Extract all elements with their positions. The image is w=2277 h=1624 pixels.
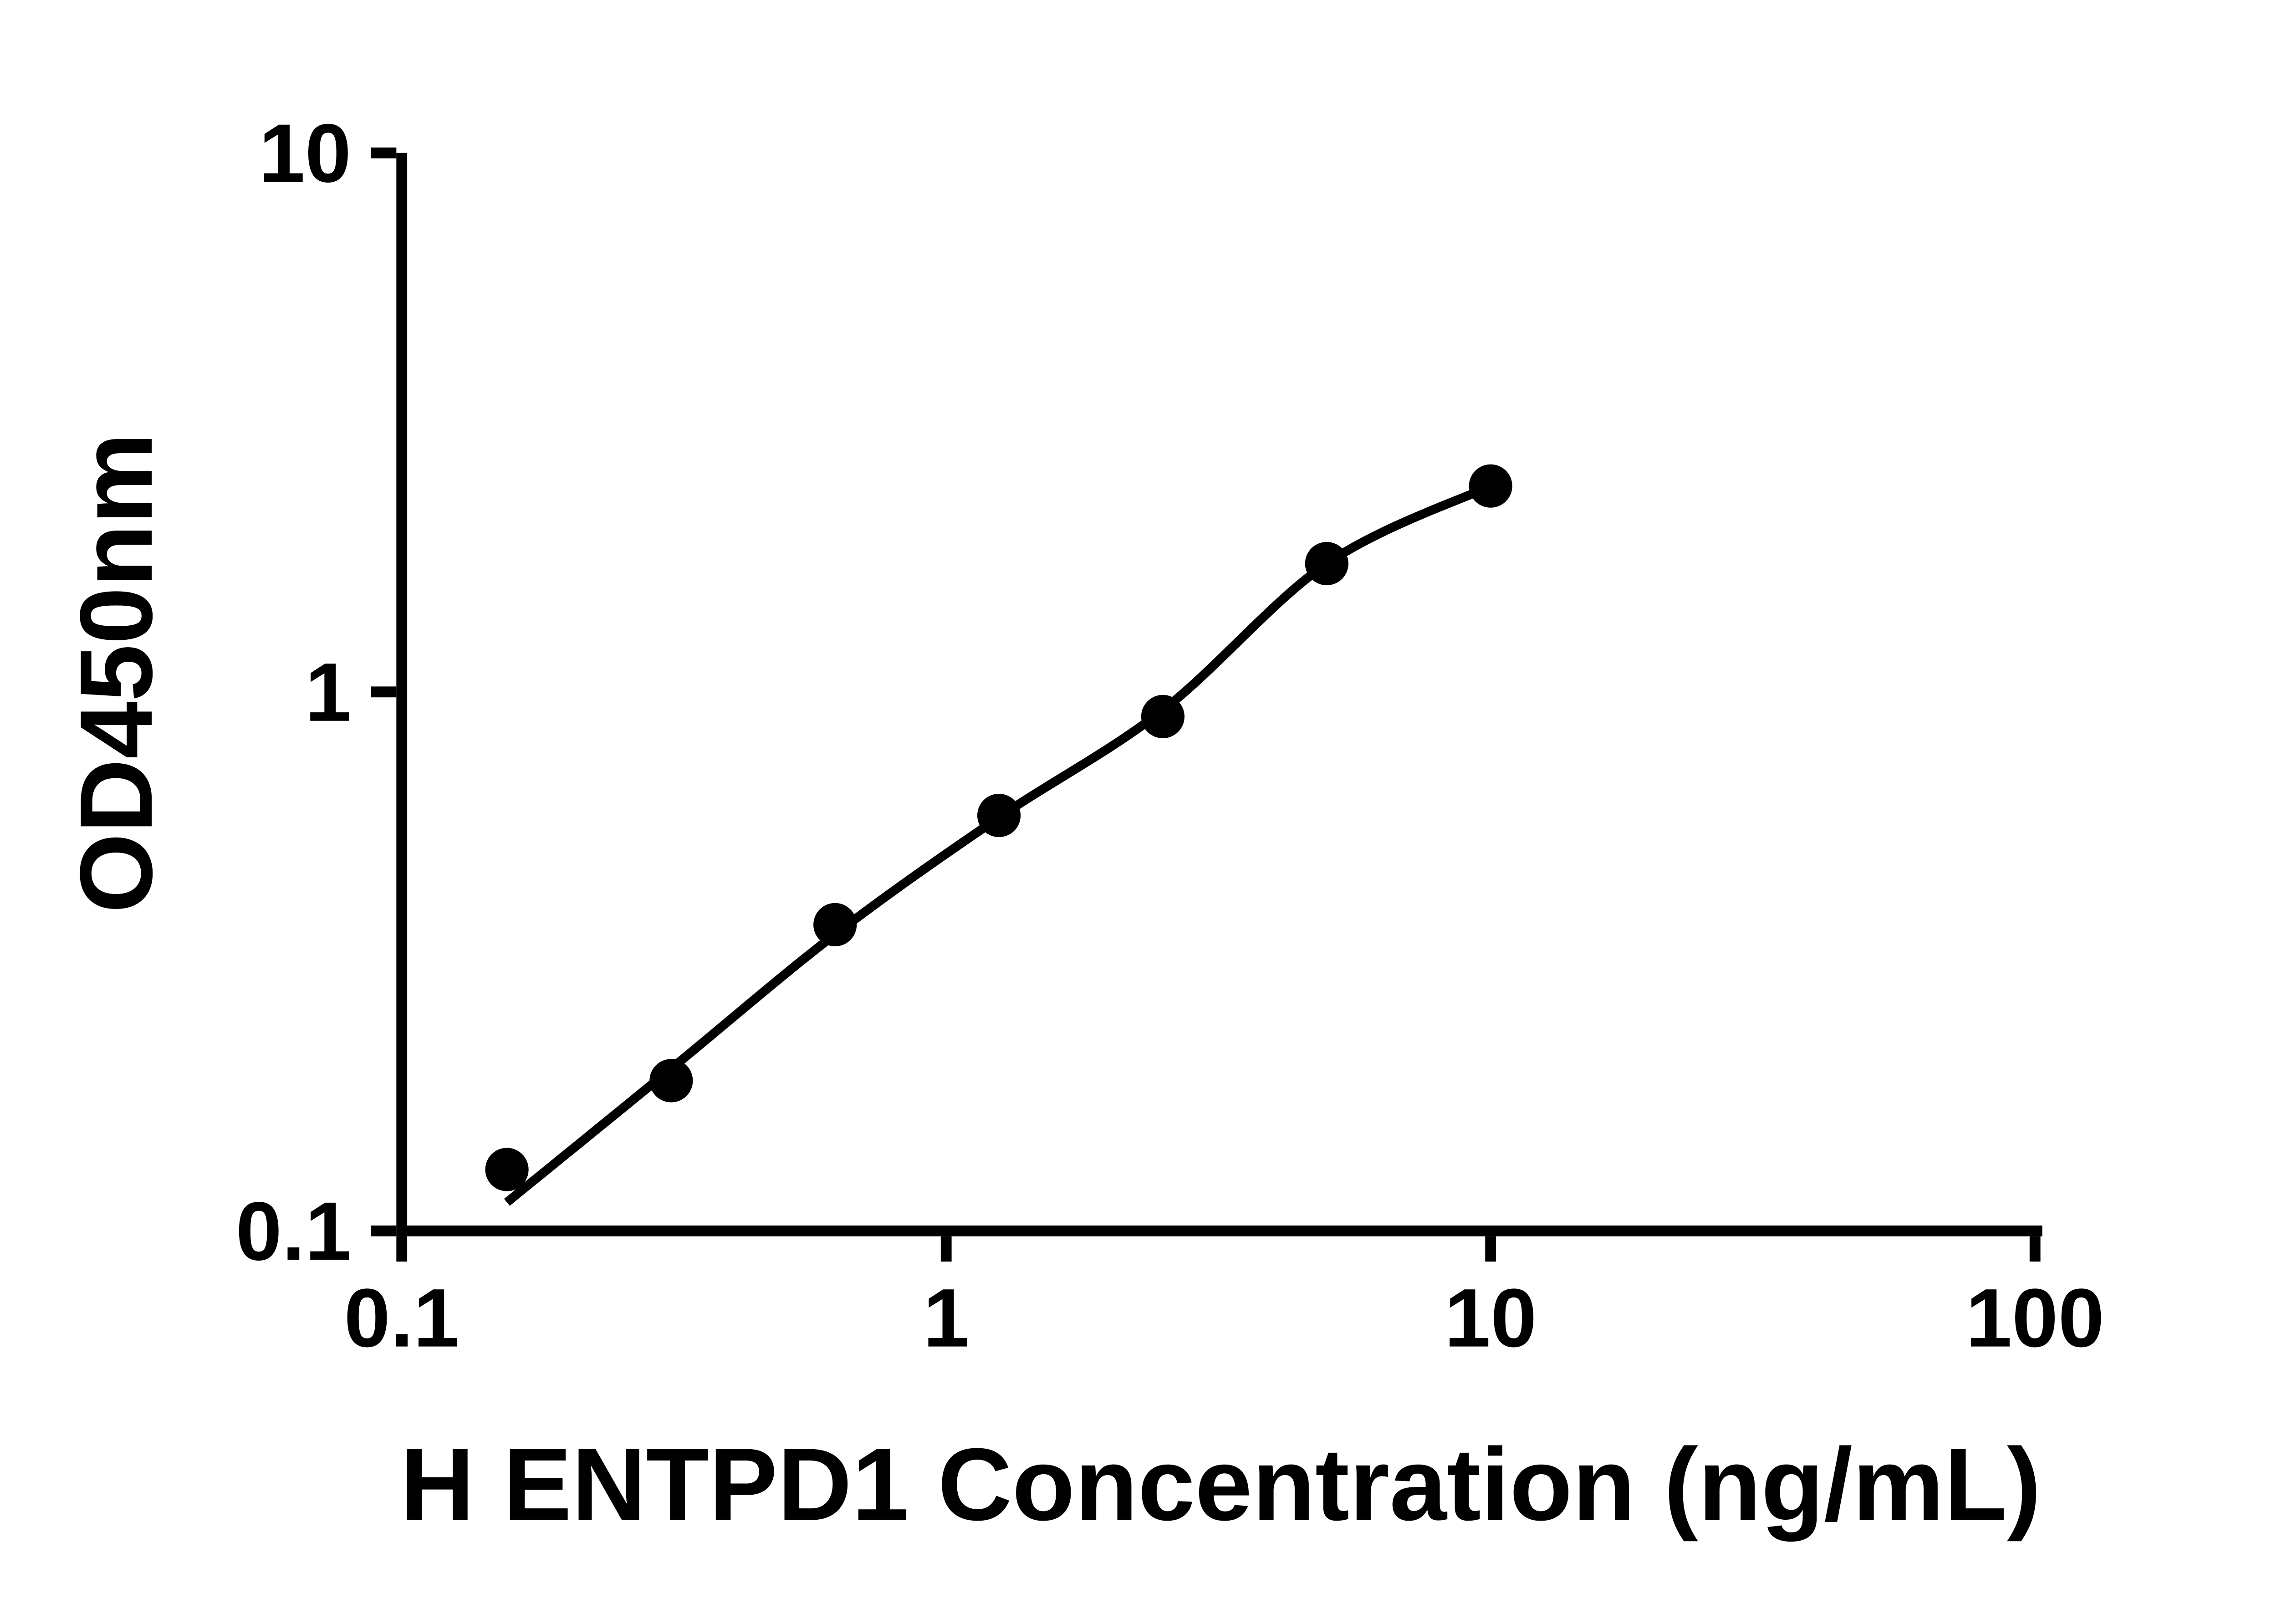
plot-area: 0.1 1 10 100 0.1 1 10 <box>236 107 2104 1364</box>
y-tick-label: 1 <box>305 646 351 739</box>
data-point <box>649 1059 693 1103</box>
data-point <box>813 903 857 946</box>
x-tick-label: 10 <box>1445 1272 1537 1364</box>
axes-frame <box>396 153 2042 1236</box>
y-tick-label: 10 <box>259 107 351 199</box>
data-point <box>1469 464 1512 508</box>
x-axis-title: H ENTPD1 Concentration (ng/mL) <box>400 1426 2041 1542</box>
data-point <box>485 1148 529 1191</box>
x-tick-label: 1 <box>923 1272 969 1364</box>
x-tick-label: 0.1 <box>344 1272 459 1364</box>
data-point <box>1141 695 1185 739</box>
data-point <box>1305 541 1348 586</box>
y-tick-label: 0.1 <box>236 1185 352 1277</box>
y-axis-title: OD450nm <box>58 433 174 913</box>
x-tick-label: 100 <box>1966 1272 2104 1364</box>
fit-curve <box>504 482 1493 1206</box>
data-point <box>977 793 1021 838</box>
